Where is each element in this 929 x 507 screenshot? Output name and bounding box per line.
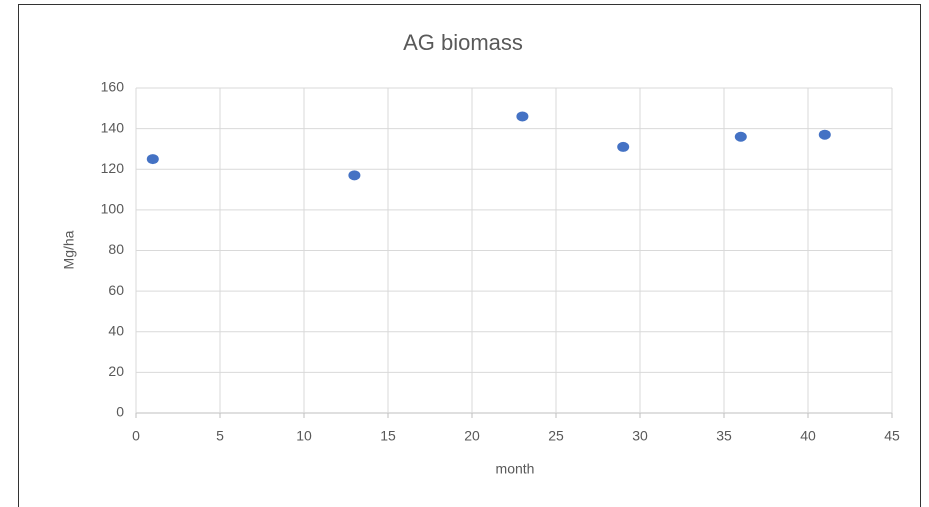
x-axis-label: month: [496, 461, 535, 477]
x-tick-label: 15: [380, 428, 396, 444]
x-tick-label: 0: [132, 428, 140, 444]
x-tick-label: 45: [884, 428, 900, 444]
x-tick-label: 20: [464, 428, 480, 444]
y-tick-label: 0: [116, 404, 124, 420]
chart-title: AG biomass: [403, 30, 523, 55]
y-tick-label: 40: [108, 322, 124, 338]
point: [348, 170, 361, 181]
x-tick-label: 10: [296, 428, 312, 444]
y-tick-label: 160: [101, 79, 125, 95]
y-tick-label: 100: [101, 201, 125, 217]
y-tick-label: 120: [101, 160, 125, 176]
point: [617, 141, 630, 152]
y-tick-label: 80: [108, 241, 124, 257]
y-axis-label: Mg/ha: [61, 230, 77, 269]
y-tick-label: 140: [101, 119, 125, 135]
point: [734, 131, 747, 142]
x-tick-label: 5: [216, 428, 224, 444]
x-tick-label: 35: [716, 428, 732, 444]
x-tick-label: 30: [632, 428, 648, 444]
point: [516, 111, 529, 122]
y-tick-label: 20: [108, 363, 124, 379]
y-tick-label: 60: [108, 282, 124, 298]
point: [146, 154, 159, 165]
x-tick-label: 25: [548, 428, 564, 444]
x-tick-label: 40: [800, 428, 816, 444]
point: [818, 129, 831, 140]
